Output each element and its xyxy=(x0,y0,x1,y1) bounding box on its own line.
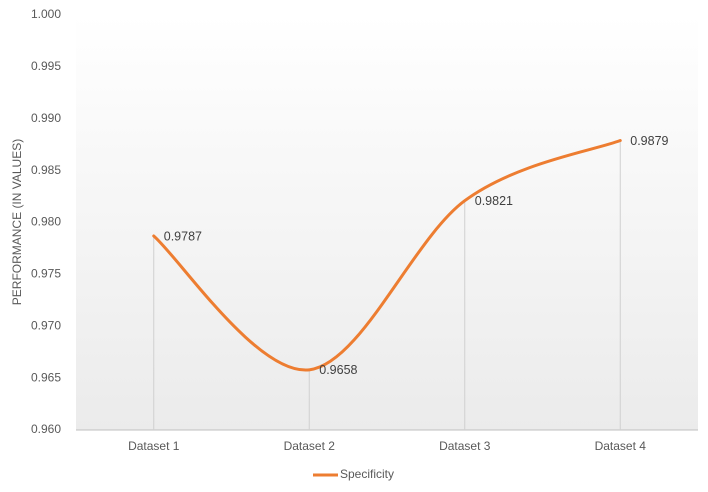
y-tick-label: 0.975 xyxy=(31,267,61,281)
y-tick-label: 0.990 xyxy=(31,111,61,125)
x-tick-label: Dataset 2 xyxy=(284,439,336,453)
y-tick-label: 0.965 xyxy=(31,370,61,384)
y-tick-label: 1.000 xyxy=(31,7,61,21)
series-line xyxy=(152,139,622,372)
x-tick-label: Dataset 1 xyxy=(128,439,180,453)
y-tick-label: 0.985 xyxy=(31,163,61,177)
data-label: 0.9879 xyxy=(630,134,668,148)
plot-area xyxy=(76,15,698,430)
y-tick-label: 0.980 xyxy=(31,215,61,229)
data-label: 0.9821 xyxy=(475,194,513,208)
legend-label: Specificity xyxy=(340,467,394,481)
data-label: 0.9658 xyxy=(319,363,357,377)
x-tick-label: Dataset 3 xyxy=(439,439,491,453)
y-tick-label: 0.970 xyxy=(31,318,61,332)
y-tick-label: 0.960 xyxy=(31,422,61,436)
data-label: 0.9787 xyxy=(164,229,202,243)
x-tick-label: Dataset 4 xyxy=(595,439,647,453)
y-tick-label: 0.995 xyxy=(31,59,61,73)
y-axis-label: PERFORMANCE (IN VALUES) xyxy=(10,139,24,305)
